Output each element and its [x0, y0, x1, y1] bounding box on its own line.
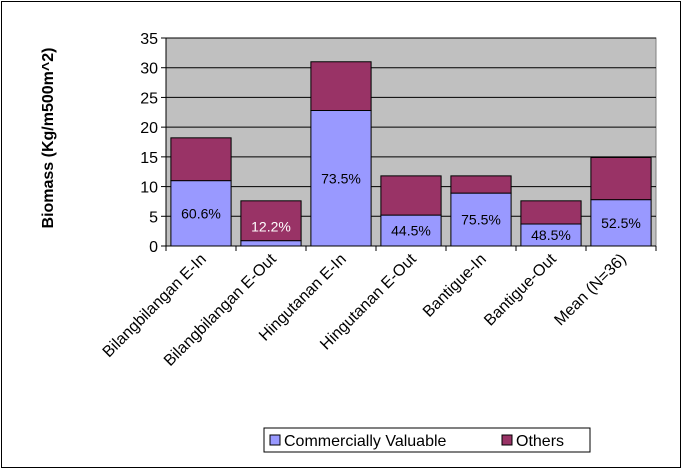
data-label: 73.5%: [321, 170, 361, 186]
bar-commercially-valuable: [380, 214, 442, 247]
x-tick-label: Bantigue-In: [420, 251, 490, 321]
y-tick-label: 15: [140, 150, 158, 167]
x-tick-label: Bantigue-Out: [481, 250, 560, 329]
legend-swatch-commercially-valuable: [269, 434, 281, 446]
legend-swatch-others: [501, 434, 513, 446]
y-tick-label: 10: [140, 180, 158, 197]
bar-commercially-valuable: [310, 110, 372, 247]
x-tick-label: Mean (N=36): [551, 251, 629, 329]
y-tick-label: 20: [140, 120, 158, 137]
data-label: 44.5%: [391, 223, 431, 239]
legend-box: [263, 427, 591, 453]
data-label: 12.2%: [251, 219, 291, 235]
bar-others: [590, 156, 652, 201]
y-tick-label: 5: [149, 209, 158, 226]
y-tick-label: 30: [140, 61, 158, 78]
bar-others: [240, 200, 302, 242]
bar-others: [450, 175, 512, 194]
x-tick-label: Bilangbilangan E-Out: [161, 250, 280, 369]
bar-others: [170, 137, 232, 182]
y-tick-label: 0: [149, 239, 158, 256]
data-label: 48.5%: [531, 227, 571, 243]
bar-others: [520, 200, 582, 225]
data-label: 75.5%: [461, 212, 501, 228]
bar-commercially-valuable: [450, 192, 512, 247]
legend-label-others: Others: [516, 433, 564, 450]
data-label: 60.6%: [181, 205, 221, 221]
data-label: 52.5%: [601, 215, 641, 231]
bar-commercially-valuable: [590, 199, 652, 247]
y-tick-label: 35: [140, 31, 158, 48]
y-tick-label: 25: [140, 90, 158, 107]
bar-commercially-valuable: [170, 180, 232, 247]
bar-others: [380, 175, 442, 216]
bar-others: [310, 61, 372, 112]
y-axis-label: Biomass (Kg/m500m^2): [40, 48, 57, 229]
bar-commercially-valuable: [240, 240, 302, 247]
legend-label-commercially-valuable: Commercially Valuable: [284, 433, 447, 450]
